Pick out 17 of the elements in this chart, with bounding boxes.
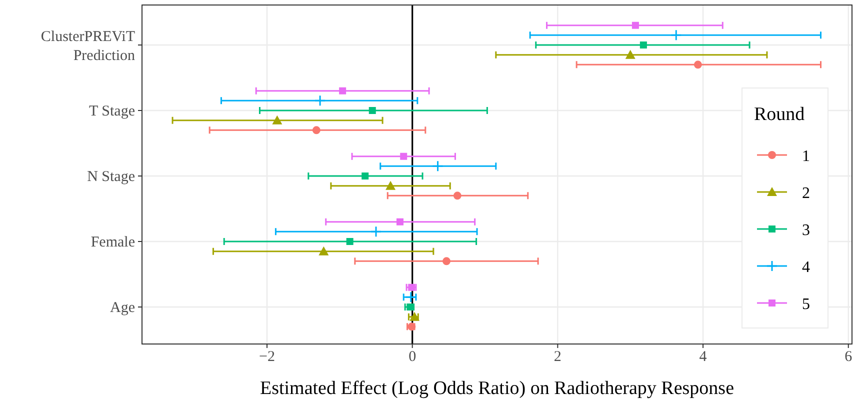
legend-label: 1 <box>802 148 810 165</box>
y-tick-label: ClusterPREViT Prediction <box>40 29 136 64</box>
legend-label: 3 <box>802 222 810 239</box>
x-tick-label: 0 <box>408 349 416 365</box>
x-tick-label: 6 <box>844 349 853 365</box>
x-axis-title: Estimated Effect (Log Odds Ratio) on Radiotherapy Response <box>260 378 734 399</box>
x-tick-label: 4 <box>699 349 708 365</box>
legend-label: 5 <box>802 296 810 313</box>
x-tick-label: −2 <box>259 349 275 365</box>
legend-label: 2 <box>802 185 810 202</box>
y-tick-label: Age <box>110 300 136 316</box>
legend-label: 4 <box>802 259 810 276</box>
legend-title: Round <box>754 104 806 125</box>
y-tick-label: Female <box>90 234 136 250</box>
y-tick-label: T Stage <box>89 104 136 120</box>
y-tick-label: N Stage <box>87 169 136 185</box>
x-tick-label: 2 <box>554 349 562 365</box>
